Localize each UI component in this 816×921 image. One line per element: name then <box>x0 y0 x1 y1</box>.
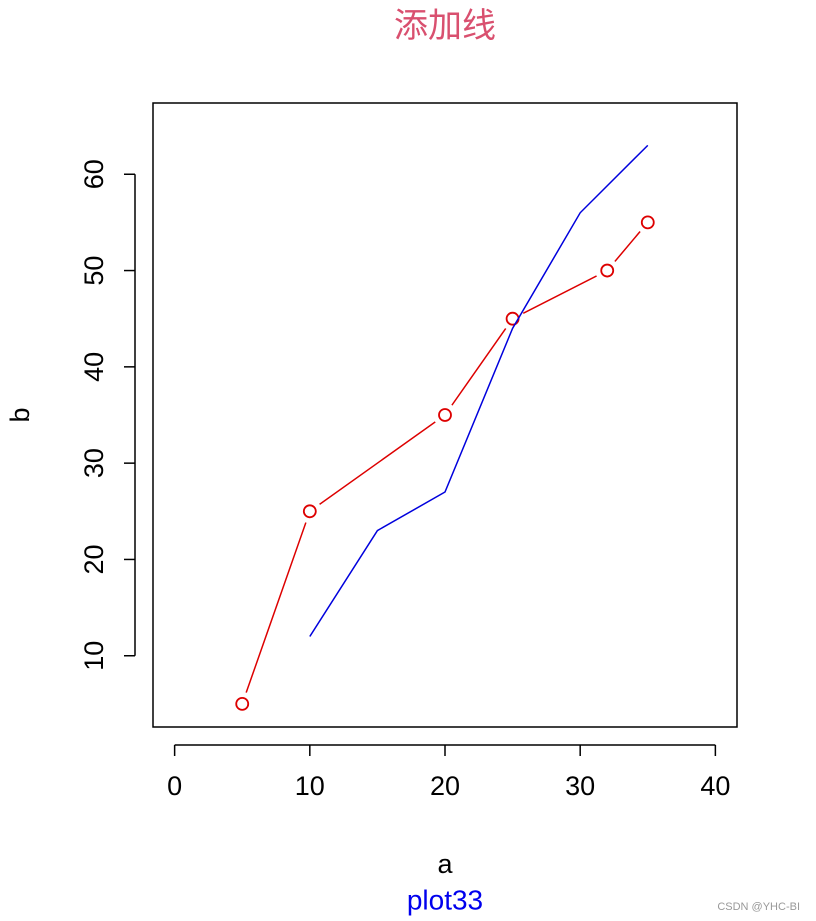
chart-subtitle: plot33 <box>407 884 483 915</box>
y-tick-label: 50 <box>79 256 109 286</box>
data-point <box>640 215 655 230</box>
x-tick-label: 30 <box>565 771 595 801</box>
watermark: CSDN @YHC-BI <box>717 901 800 913</box>
y-tick-label: 30 <box>79 448 109 478</box>
x-tick-label: 20 <box>430 771 460 801</box>
y-tick-label: 10 <box>79 641 109 671</box>
x-tick-label: 0 <box>167 771 182 801</box>
y-tick-label: 40 <box>79 352 109 382</box>
data-point <box>302 504 317 519</box>
series-line <box>309 144 649 637</box>
series-line <box>241 221 649 705</box>
x-axis-label: a <box>437 849 453 879</box>
data-point <box>438 408 452 422</box>
data-point <box>600 263 615 278</box>
y-tick-label: 20 <box>79 544 109 574</box>
data-point <box>235 696 250 711</box>
y-axis-label: b <box>5 407 35 422</box>
chart-title: 添加线 <box>394 6 496 46</box>
x-tick-label: 40 <box>700 771 730 801</box>
plot-frame <box>152 102 738 728</box>
y-tick-label: 60 <box>79 159 109 189</box>
x-tick-label: 10 <box>295 771 325 801</box>
